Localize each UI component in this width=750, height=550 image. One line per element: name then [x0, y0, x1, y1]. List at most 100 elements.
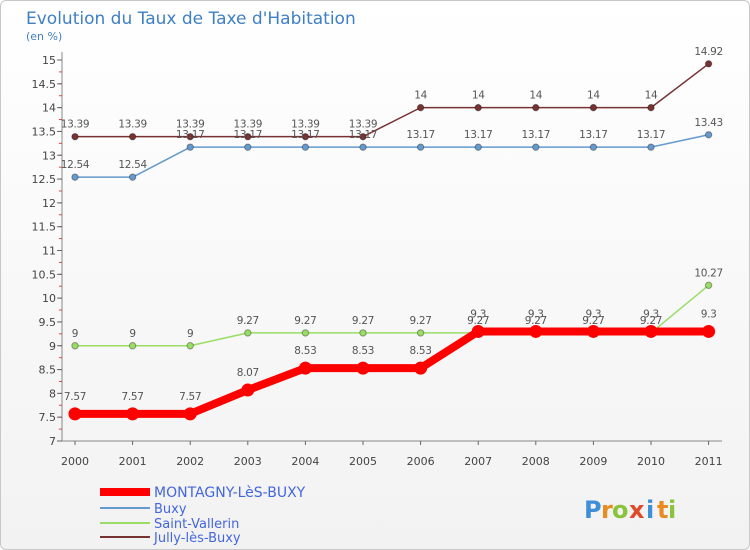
legend-label: Buxy [154, 502, 187, 517]
legend-label: Jully-lès-Buxy [153, 531, 241, 546]
logo-letter: t [657, 496, 668, 524]
x-tick-label: 2008 [522, 455, 550, 468]
data-point [68, 407, 82, 421]
y-tick-label: 11 [42, 245, 56, 258]
y-tick-label: 8.5 [39, 364, 57, 377]
data-label: 13.39 [118, 119, 147, 131]
data-point [359, 143, 367, 151]
data-point [647, 103, 655, 112]
data-label: 9.27 [410, 315, 432, 327]
data-point [532, 103, 540, 112]
y-tick-label: 7.5 [39, 411, 57, 424]
data-point [186, 342, 194, 350]
data-label: 13.39 [176, 119, 205, 131]
data-label: 8.07 [237, 367, 259, 379]
data-point [704, 281, 713, 289]
data-point [704, 131, 713, 139]
y-tick-label: 12.5 [32, 173, 57, 186]
y-tick-label: 14.5 [32, 78, 57, 91]
y-tick-label: 13 [42, 149, 56, 162]
data-label: 9.27 [237, 315, 259, 327]
data-point [704, 60, 713, 68]
x-tick-label: 2007 [464, 455, 492, 468]
series-line [74, 63, 710, 138]
data-point [244, 143, 252, 151]
x-tick-label: 2001 [119, 455, 147, 468]
x-axis-ticks: 2000 2001 2002 2003 2004 2005 2006 2007 2008 2009… [61, 441, 723, 468]
data-point [529, 324, 543, 338]
data-point [186, 143, 194, 151]
logo-letter: i [668, 496, 676, 524]
data-label: 9.27 [525, 315, 547, 327]
data-label: 13.39 [234, 119, 263, 131]
data-label: 9.27 [467, 315, 489, 327]
data-label: 9.27 [640, 315, 662, 327]
data-label: 13.17 [234, 129, 263, 141]
legend-label: MONTAGNY-LèS-BUXY [154, 485, 306, 501]
y-tick-label: 9.5 [39, 316, 57, 329]
x-tick-label: 2011 [695, 455, 723, 468]
data-point [126, 407, 140, 421]
x-tick-label: 2000 [61, 455, 89, 468]
data-point [356, 361, 370, 375]
y-tick-label: 15 [42, 54, 56, 67]
data-label: 13.39 [349, 119, 378, 131]
data-point [589, 143, 598, 151]
data-label: 14 [645, 90, 658, 102]
data-label: 14 [587, 90, 600, 102]
data-point [416, 103, 425, 112]
y-tick-label: 10.5 [32, 268, 57, 281]
data-point [589, 103, 598, 112]
data-label: 13.43 [694, 117, 723, 129]
data-point [71, 173, 79, 181]
logo-letter: r [601, 496, 613, 524]
chart-subtitle: (en %) [26, 30, 62, 43]
data-point [301, 143, 310, 151]
data-label: 13.17 [349, 129, 378, 141]
data-point [586, 324, 600, 338]
data-point [532, 143, 540, 151]
legend: MONTAGNY-LèS-BUXYBuxySaint-VallerinJully… [100, 485, 306, 546]
y-tick-label: 9 [49, 340, 56, 353]
data-label: 12.54 [118, 159, 147, 171]
data-label: 13.39 [61, 119, 90, 131]
y-tick-label: 11.5 [32, 221, 57, 234]
data-point [128, 342, 137, 350]
logo-letter: P [584, 496, 602, 524]
data-point [241, 383, 255, 397]
data-label: 13.17 [522, 129, 551, 141]
data-label: 8.53 [352, 345, 374, 357]
chart-title: Evolution du Taux de Taxe d'Habitation [26, 9, 356, 29]
x-tick-label: 2009 [579, 455, 607, 468]
data-label: 9.27 [352, 315, 374, 327]
data-label: 13.17 [579, 129, 608, 141]
data-label: 9.3 [701, 308, 717, 320]
logo-letter: o [612, 496, 629, 524]
data-label: 12.54 [61, 159, 90, 171]
data-label: 10.27 [694, 267, 723, 279]
data-label: 13.17 [464, 129, 493, 141]
data-point [474, 143, 482, 151]
data-point [416, 143, 425, 151]
data-labels: 7.57 7.57 7.57 8.07 8.53 8.53 8.53 9.3 9.3 9.3 9.3… [61, 46, 723, 403]
data-label: 7.57 [179, 391, 201, 403]
y-tick-label: 10 [42, 292, 56, 305]
data-label: 9.27 [582, 315, 604, 327]
data-label: 14 [529, 90, 542, 102]
data-point [301, 132, 310, 141]
data-point [244, 132, 252, 141]
data-label: 9 [129, 328, 135, 340]
series-line [71, 327, 713, 418]
data-label: 9.3 [585, 308, 601, 320]
data-label: 7.57 [64, 391, 86, 403]
data-label: 9.3 [470, 308, 486, 320]
y-axis-ticks: 7 7.5 8 8.5 9 9.5 10 10.5 11 11.5 12 12.5 13 13.5 14 14… [32, 54, 62, 448]
data-label: 13.39 [291, 119, 320, 131]
data-label: 9.3 [643, 308, 659, 320]
x-tick-label: 2003 [234, 455, 262, 468]
data-point [244, 329, 252, 337]
data-point [471, 324, 485, 338]
series-lines [71, 63, 713, 418]
data-label: 13.17 [637, 129, 666, 141]
